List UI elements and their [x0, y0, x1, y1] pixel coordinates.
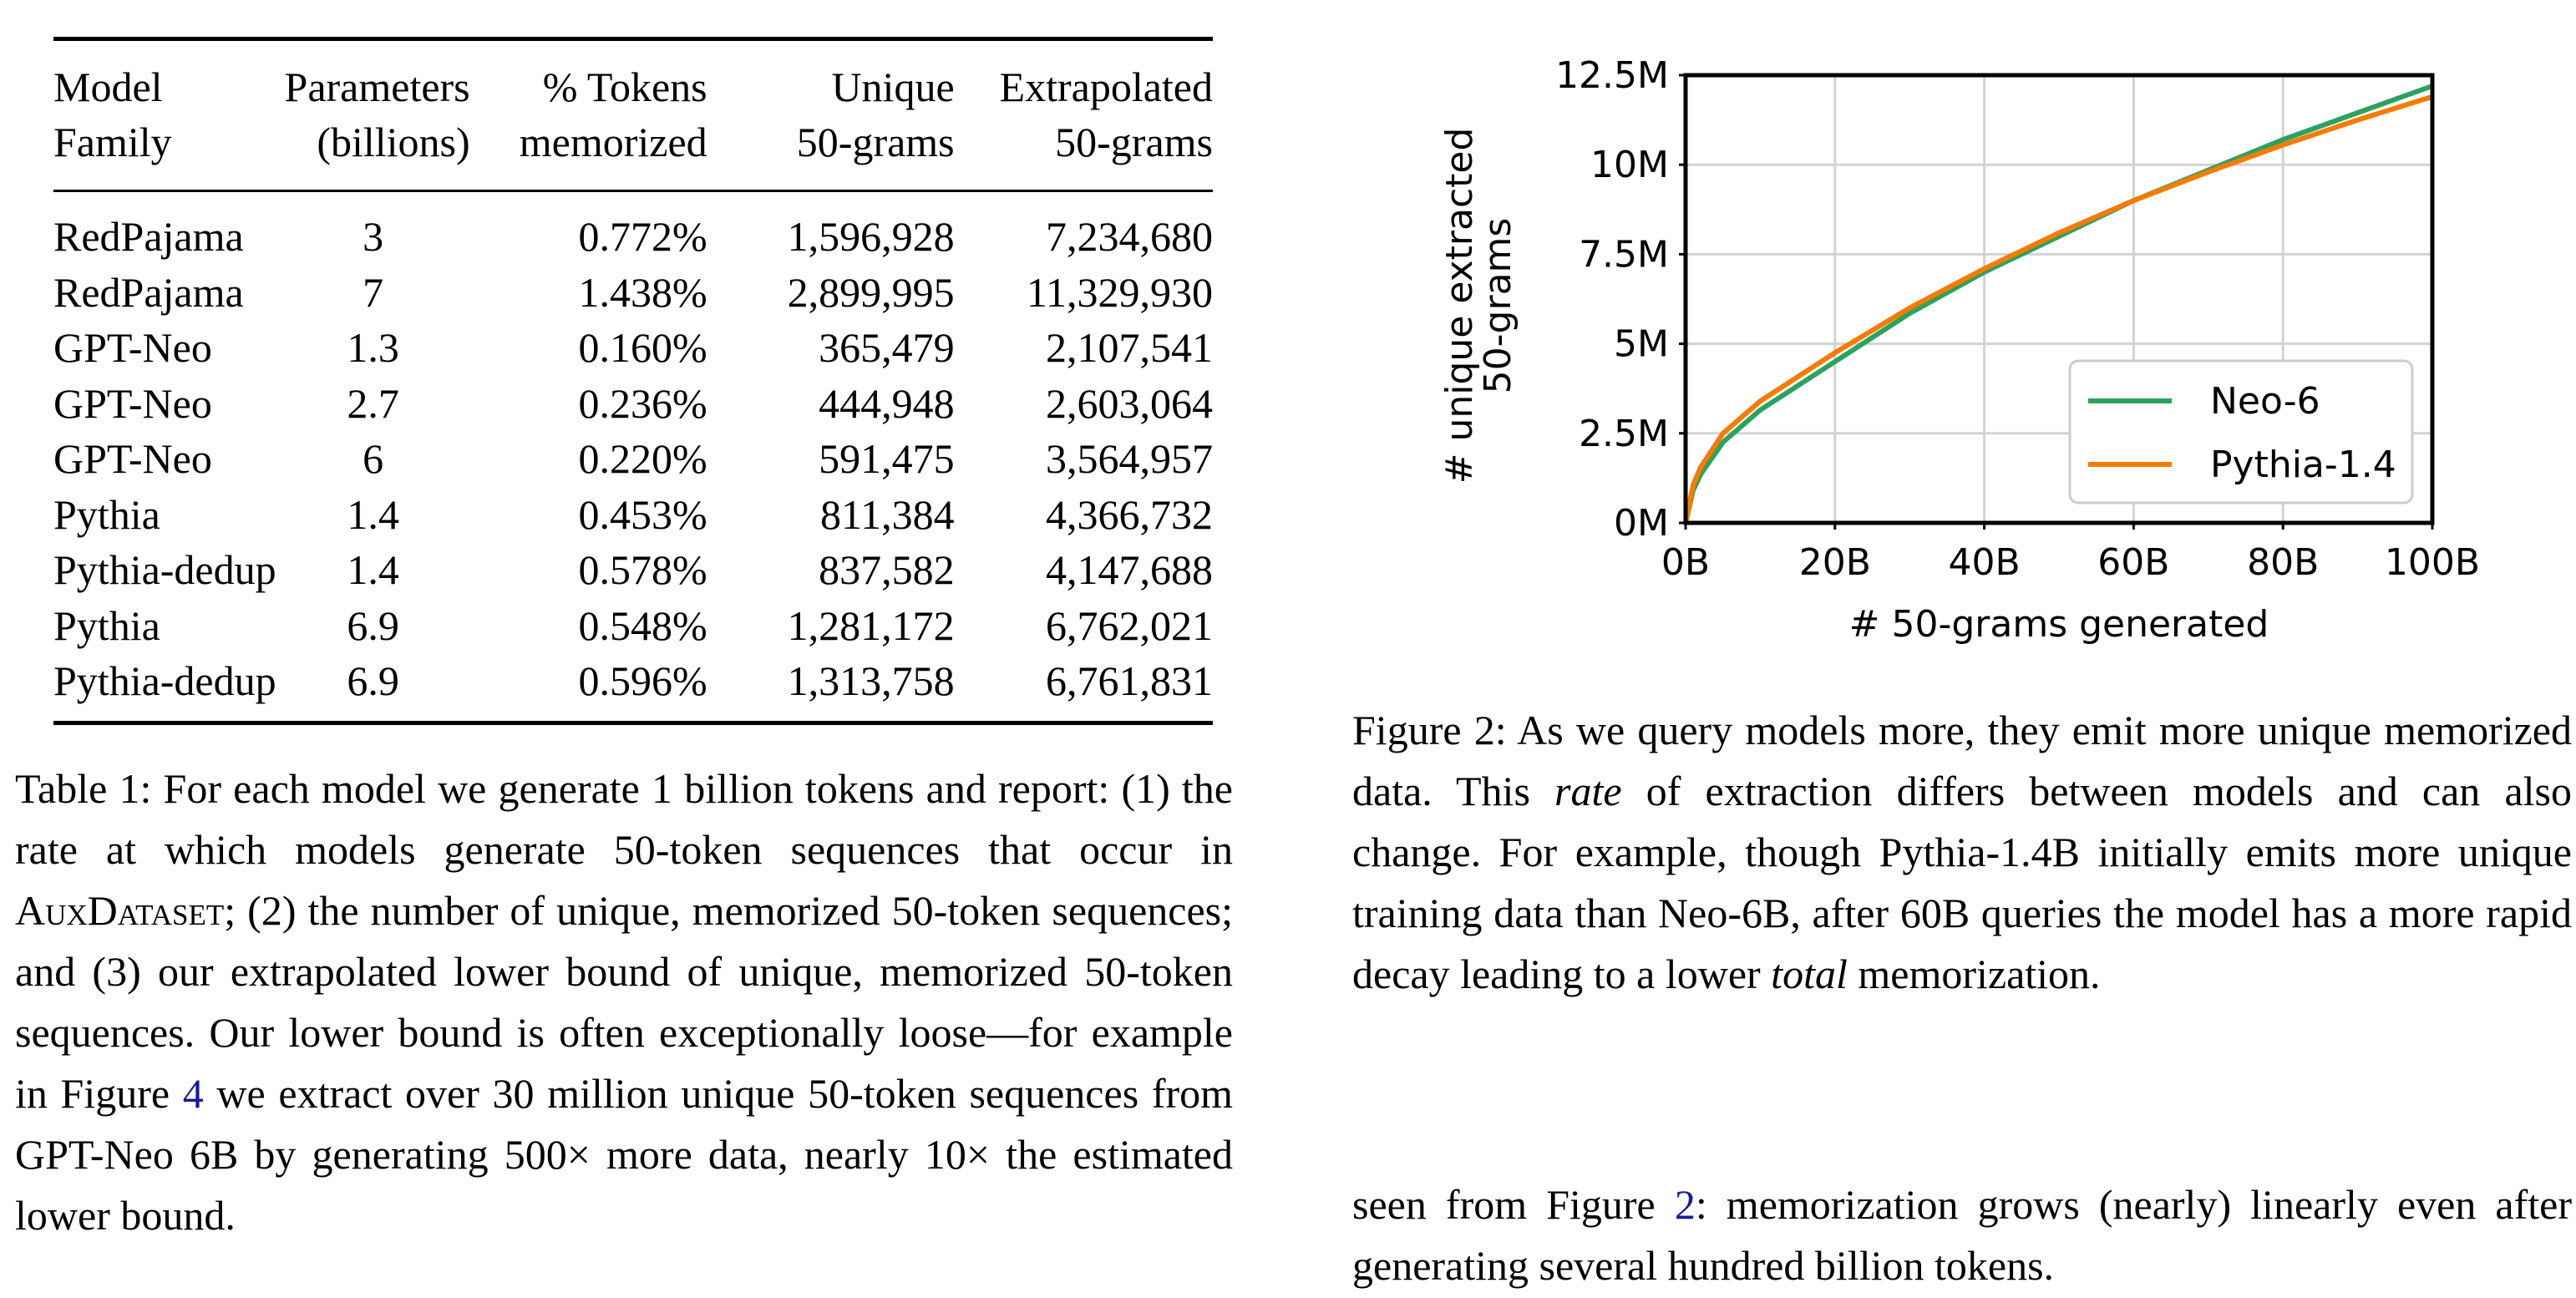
- table-cell: GPT-Neo: [53, 324, 212, 371]
- table-cell: 4,147,688: [1046, 546, 1213, 593]
- table-row: GPT-Neo 1.3 0.160% 365,479 2,107,541: [53, 320, 1213, 376]
- table-cell: 0.578%: [578, 546, 707, 593]
- table-cell: RedPajama: [53, 213, 244, 260]
- table-row: Pythia-dedup 6.9 0.596% 1,313,758 6,761,831: [53, 653, 1213, 723]
- legend-box: [2068, 359, 2414, 504]
- y-axis-label-line2: 50-grams: [1477, 218, 1519, 394]
- x-axis-label: # 50-grams generated: [1849, 603, 2269, 646]
- x-tick-label: 60B: [2097, 541, 2169, 584]
- table-cell: RedPajama: [53, 268, 244, 316]
- table-cell: 591,475: [819, 435, 955, 482]
- table-cell: 1.4: [347, 490, 399, 538]
- table-cell: 6,761,831: [1046, 657, 1213, 704]
- legend-label: Neo-6: [2210, 380, 2320, 423]
- table-cell: 811,384: [819, 490, 955, 538]
- table-cell: 2,107,541: [1046, 324, 1213, 371]
- table-cell: 0.160%: [578, 324, 707, 371]
- table-cell: 6: [363, 435, 384, 482]
- table-caption: Table 1: For each model we generate 1 bi…: [15, 765, 1234, 1239]
- header-cell: Model Family: [53, 37, 276, 191]
- y-tick-label: 2.5M: [1579, 413, 1669, 455]
- table-cell: 0.548%: [578, 601, 707, 649]
- table-cell: Pythia: [53, 601, 160, 649]
- table-cell: 6,762,021: [1046, 601, 1213, 649]
- y-axis-label-line1: # unique extracted: [1438, 128, 1481, 484]
- y-tick-label: 0M: [1614, 502, 1669, 545]
- chart-series: [1683, 84, 2434, 524]
- table-cell: Pythia-dedup: [53, 657, 276, 704]
- table-row: Pythia 1.4 0.453% 811,384 4,366,732: [53, 487, 1213, 543]
- memorization-line-chart: 0B 20B 40B 60B 80B 100B 0M 2.5M 5M 7.5M 10M 12.5M #…: [1438, 54, 2480, 646]
- table-cell: 0.453%: [578, 490, 707, 538]
- table-cell: 6.9: [347, 657, 399, 704]
- table-cell: 2,899,995: [787, 268, 955, 316]
- table-cell: 0.596%: [578, 657, 707, 704]
- table-cell: 1,596,928: [787, 213, 955, 260]
- table-cell: 7: [363, 268, 384, 316]
- header-cell: % Tokens memorized: [469, 37, 707, 191]
- table-cell: 3,564,957: [1046, 435, 1213, 482]
- table-cell: 1,281,172: [787, 601, 955, 649]
- table-row: Pythia-dedup 1.4 0.578% 837,582 4,147,688: [53, 542, 1213, 598]
- dataset-name: AuxDataset: [15, 887, 225, 934]
- table-cell: 3: [363, 213, 384, 260]
- table-cell: 365,479: [819, 324, 955, 371]
- y-tick-label: 5M: [1614, 323, 1669, 366]
- x-tick-label: 100B: [2385, 541, 2480, 584]
- table-cell: 6.9: [347, 601, 399, 649]
- table-cell: Pythia: [53, 490, 160, 538]
- y-tick-label: 7.5M: [1579, 233, 1669, 276]
- results-table-container: Model Family Parameters (billions) % Token…: [53, 37, 1213, 725]
- table-cell: 837,582: [819, 546, 955, 593]
- x-tick-label: 40B: [1949, 541, 2021, 584]
- y-axis-label: # unique extracted 50-grams: [1438, 128, 1519, 484]
- table-cell: 2.7: [347, 379, 399, 427]
- plot-frame: [1683, 73, 2435, 525]
- y-tick-label: 12.5M: [1555, 54, 1669, 97]
- figure-caption: Figure 2: As we query models more, they …: [1352, 707, 2572, 997]
- header-cell: Parameters (billions): [276, 37, 470, 191]
- table-cell: 1.4: [347, 546, 399, 593]
- x-tick-label: 0B: [1661, 541, 1710, 584]
- header-cell: Unique 50-grams: [707, 37, 955, 191]
- table-cell: 444,948: [819, 379, 955, 427]
- results-table: Model Family Parameters (billions) % Token…: [53, 37, 1213, 725]
- header-cell: Extrapolated 50-grams: [954, 37, 1213, 191]
- figure-4-link[interactable]: 4: [182, 1070, 204, 1117]
- x-tick-label: 20B: [1799, 541, 1871, 584]
- table-cell: 11,329,930: [1026, 268, 1213, 316]
- chart-ticks: 0B 20B 40B 60B 80B 100B 0M 2.5M 5M 7.5M 10M 12.5M: [1555, 54, 2480, 584]
- table-row: RedPajama 7 1.438% 2,899,995 11,329,930: [53, 265, 1213, 321]
- table-row: RedPajama 3 0.772% 1,596,928 7,234,680: [53, 191, 1213, 265]
- table-cell: 1.438%: [578, 268, 707, 316]
- chart-legend: Neo-6 Pythia-1.4: [2068, 359, 2414, 504]
- table-cell: 7,234,680: [1046, 213, 1213, 260]
- table-header-row: Model Family Parameters (billions) % Token…: [53, 37, 1213, 191]
- table-row: Pythia 6.9 0.548% 1,281,172 6,762,021: [53, 598, 1213, 654]
- series-line-1: [1683, 94, 2433, 524]
- body-paragraph: seen from Figure 2: memorization grows (…: [1352, 1181, 2573, 1289]
- figure-2-link[interactable]: 2: [1674, 1181, 1696, 1228]
- series-line-0: [1683, 84, 2434, 524]
- legend-label: Pythia-1.4: [2210, 444, 2396, 486]
- table-cell: GPT-Neo: [53, 435, 212, 482]
- table-cell: 0.236%: [578, 379, 707, 427]
- x-tick-label: 80B: [2247, 541, 2319, 584]
- table-cell: Pythia-dedup: [53, 546, 276, 593]
- table-cell: 0.772%: [578, 213, 707, 260]
- table-body: RedPajama 3 0.772% 1,596,928 7,234,680 RedPaj…: [53, 191, 1213, 723]
- table-cell: 1.3: [347, 324, 399, 371]
- table-cell: 4,366,732: [1046, 490, 1213, 538]
- y-tick-label: 10M: [1590, 144, 1669, 186]
- table-row: GPT-Neo 2.7 0.236% 444,948 2,603,064: [53, 376, 1213, 432]
- table-cell: GPT-Neo: [53, 379, 212, 427]
- table-row: GPT-Neo 6 0.220% 591,475 3,564,957: [53, 431, 1213, 487]
- table-cell: 0.220%: [578, 435, 707, 482]
- table-cell: 1,313,758: [787, 657, 955, 704]
- table-cell: 2,603,064: [1046, 379, 1213, 427]
